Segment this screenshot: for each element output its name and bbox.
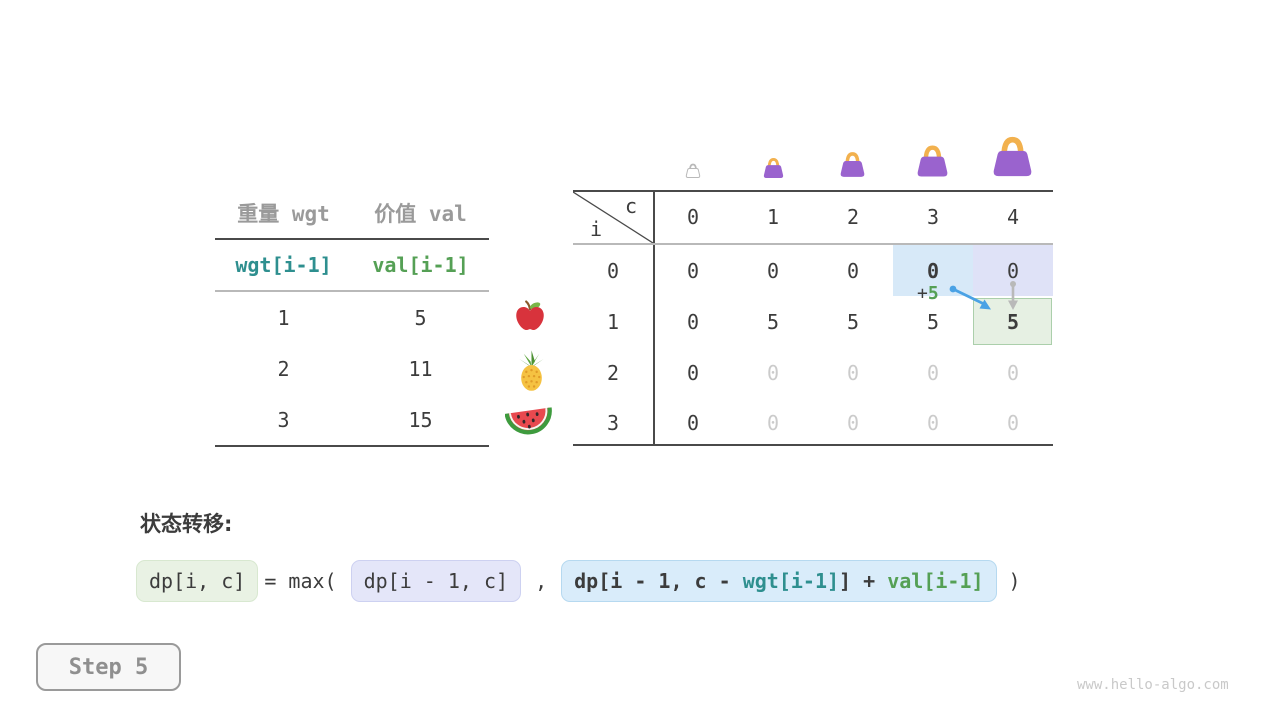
dp-table-vertical-divider	[653, 192, 655, 444]
dp-table: c i 0 1 2 3 4 0 0 0 0 0 0 1 0 5 5 5 5 2	[573, 190, 1053, 446]
dp-cell-1-1: 5	[766, 309, 780, 334]
dp-corner-cell: c i	[573, 192, 653, 243]
dp-cell-2-2: 0	[846, 360, 860, 385]
dp-cell-1-2: 5	[846, 309, 860, 334]
dp-cell-2-4: 0	[1006, 360, 1020, 385]
bag-capacity-0-icon	[685, 162, 701, 183]
col-header-3: 3	[926, 205, 940, 229]
dp-cell-3-3: 0	[926, 411, 940, 435]
dp-row-3: 3 0 0 0 0 0	[573, 398, 1053, 448]
bag-capacity-2-icon	[838, 151, 867, 182]
dp-cell-0-2: 0	[846, 258, 860, 283]
take-term-prefix: dp[i - 1, c -	[574, 569, 743, 593]
apple-icon	[513, 299, 547, 337]
item-1-value: 5	[414, 305, 427, 330]
dp-cell-3-4: 0	[1006, 411, 1020, 435]
dp-cell-3-1: 0	[766, 411, 780, 435]
formula-close-paren: )	[1008, 569, 1021, 593]
formula-take-term: dp[i - 1, c - wgt[i-1]] + val[i-1]	[561, 560, 997, 602]
take-term-val: val[i-1]	[887, 569, 984, 593]
item-row-3: 3 15	[215, 394, 489, 445]
value-column-header: 价值 val	[374, 202, 467, 226]
dp-cell-0-1: 0	[766, 258, 780, 283]
state-transition-formula: dp[i, c] = max( dp[i - 1, c] , dp[i - 1,…	[136, 560, 1027, 602]
item-3-value: 15	[408, 407, 433, 432]
col-header-4: 4	[1006, 205, 1020, 229]
take-term-mid: ] +	[839, 569, 888, 593]
col-header-2: 2	[846, 205, 860, 229]
state-transition-heading: 状态转移:	[140, 512, 233, 536]
capacity-axis-label: c	[624, 194, 637, 218]
items-table: 重量 wgt 价值 val wgt[i-1] val[i-1] 1 5 2 11…	[215, 188, 489, 447]
pineapple-icon	[516, 350, 547, 396]
weight-column-header: 重量 wgt	[237, 202, 330, 226]
dp-cell-1-3: 5	[926, 309, 940, 334]
bag-capacity-1-icon	[762, 157, 785, 183]
val-subheader: val[i-1]	[372, 253, 469, 277]
dp-row-0: 0 0 0 0 0 0	[573, 245, 1053, 296]
dp-cell-2-3: 0	[926, 360, 940, 385]
corner-diagonal-line	[573, 192, 653, 243]
dp-cell-3-0: 0	[686, 411, 700, 435]
dp-cell-2-0: 0	[686, 360, 700, 385]
formula-keep-term: dp[i - 1, c]	[350, 560, 522, 602]
items-table-header: 重量 wgt 价值 val	[215, 188, 489, 240]
item-row-2: 2 11	[215, 343, 489, 394]
dp-row-2: 2 0 0 0 0 0	[573, 347, 1053, 398]
highlight-take-source-cell	[893, 245, 973, 296]
items-table-subheader: wgt[i-1] val[i-1]	[215, 240, 489, 292]
row-header-3: 3	[606, 411, 620, 435]
row-header-1: 1	[606, 309, 620, 334]
row-header-0: 0	[606, 258, 620, 283]
dp-cell-0-4: 0	[1006, 258, 1020, 283]
col-header-1: 1	[766, 205, 780, 229]
dp-cell-2-1: 0	[766, 360, 780, 385]
item-row-1: 1 5	[215, 292, 489, 343]
formula-comma: ,	[535, 569, 548, 593]
dp-table-header-row: c i 0 1 2 3 4	[573, 192, 1053, 245]
formula-eq-max: = max(	[264, 569, 337, 593]
dp-cell-3-2: 0	[846, 411, 860, 435]
item-1-weight: 1	[277, 305, 290, 330]
dp-cell-1-0: 0	[686, 309, 700, 334]
item-2-weight: 2	[277, 356, 290, 381]
dp-cell-0-0: 0	[686, 258, 700, 283]
item-axis-label: i	[590, 217, 603, 241]
watermelon-icon	[504, 404, 553, 440]
items-table-bottom-border	[215, 445, 489, 447]
item-2-value: 11	[408, 356, 433, 381]
dp-cell-1-4: 5	[1006, 309, 1020, 334]
take-term-wgt: wgt[i-1]	[742, 569, 840, 593]
row-header-2: 2	[606, 360, 620, 385]
dp-cell-0-3: 0	[926, 258, 940, 283]
col-header-0: 0	[686, 205, 700, 229]
formula-target-term: dp[i, c]	[136, 560, 259, 602]
bag-capacity-4-icon	[989, 135, 1036, 182]
plus-value-annotation: +5	[917, 283, 939, 304]
watermark: www.hello-algo.com	[1077, 677, 1229, 693]
bag-capacity-3-icon	[914, 144, 951, 182]
wgt-subheader: wgt[i-1]	[235, 253, 332, 277]
dp-row-1: 1 0 5 5 5 5	[573, 296, 1053, 347]
step-button[interactable]: Step 5	[36, 643, 181, 691]
item-3-weight: 3	[277, 407, 290, 432]
